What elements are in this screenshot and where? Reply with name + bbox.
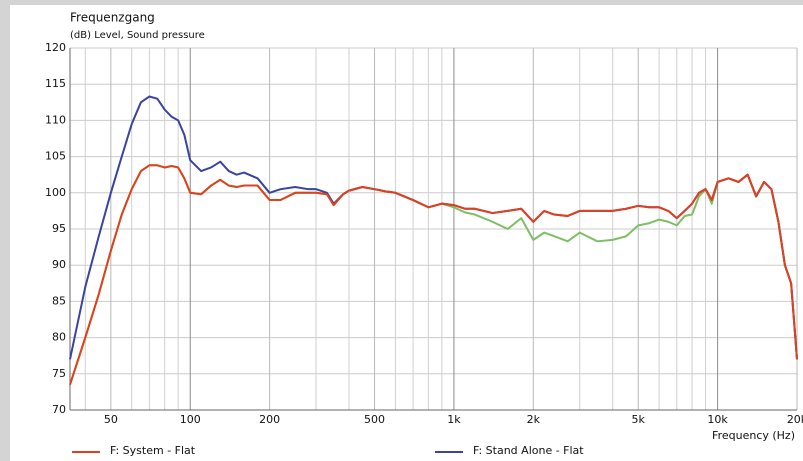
y-tick-label: 100: [45, 186, 66, 199]
x-tick-label: 200: [259, 413, 280, 426]
legend-label: F: Stand Alone - Flat: [473, 444, 584, 457]
y-tick-label: 70: [52, 403, 66, 416]
y-tick-label: 80: [52, 331, 66, 344]
chart-subtitle: (dB) Level, Sound pressure: [70, 30, 205, 41]
x-tick-label: 500: [364, 413, 385, 426]
y-tick-label: 95: [52, 222, 66, 235]
y-tick-label: 110: [45, 113, 66, 126]
x-tick-label: 10k: [707, 413, 728, 426]
x-tick-label: 1k: [447, 413, 461, 426]
x-tick-label: 2k: [527, 413, 541, 426]
y-tick-label: 90: [52, 258, 66, 271]
y-tick-label: 105: [45, 150, 66, 163]
y-tick-label: 75: [52, 367, 66, 380]
y-tick-label: 120: [45, 41, 66, 54]
x-tick-label: 5k: [632, 413, 646, 426]
y-tick-label: 85: [52, 294, 66, 307]
x-tick-label: 100: [180, 413, 201, 426]
panel: [10, 5, 803, 461]
x-axis-label: Frequency (Hz): [712, 429, 795, 442]
y-tick-label: 115: [45, 77, 66, 90]
chart-title: Frequenzgang: [70, 11, 155, 25]
legend-label: F: System - Flat: [110, 444, 196, 457]
x-tick-label: 50: [104, 413, 118, 426]
x-tick-label: 20k: [787, 413, 803, 426]
series-line: [69, 164, 798, 385]
